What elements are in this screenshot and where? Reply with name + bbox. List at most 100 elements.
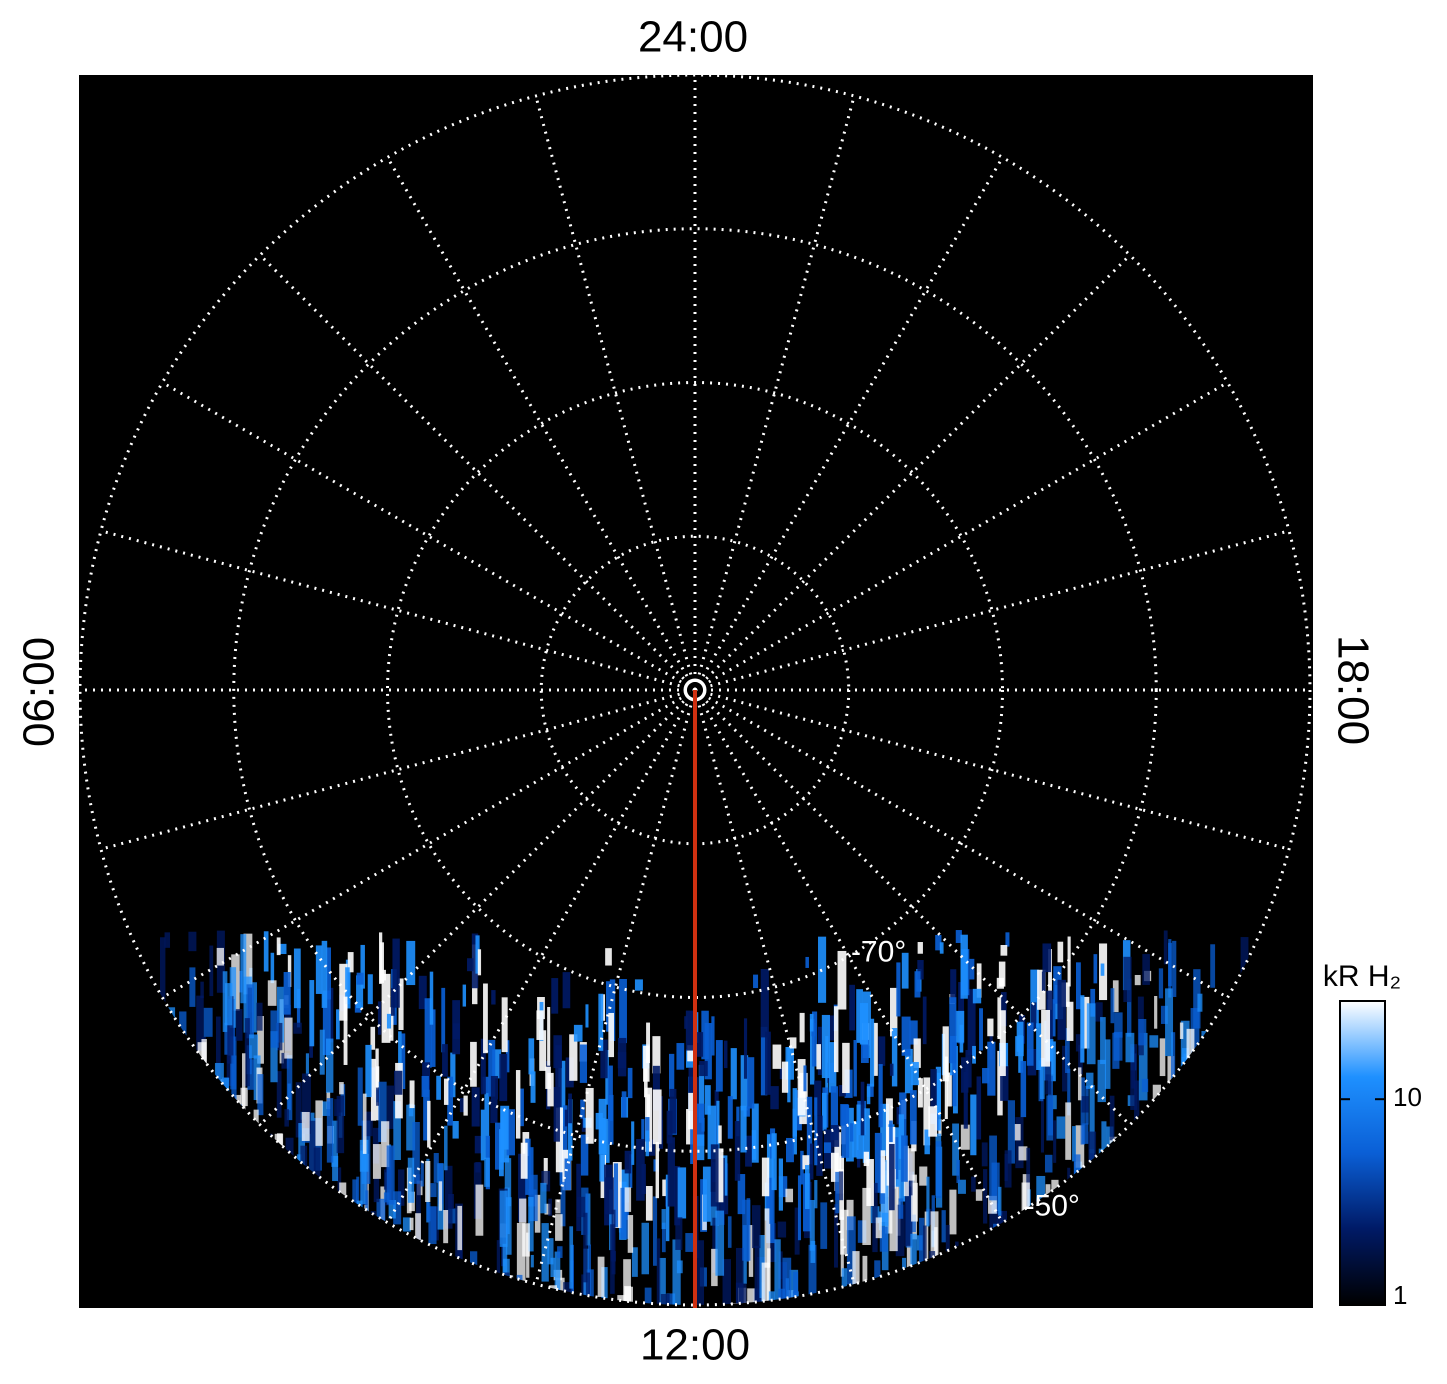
aurora-pixel <box>202 1309 207 1373</box>
aurora-pixel <box>914 971 921 998</box>
aurora-pixel <box>247 1059 255 1090</box>
aurora-pixel <box>956 1159 960 1184</box>
aurora-pixel <box>735 1247 744 1305</box>
aurora-pixel <box>329 987 334 1043</box>
aurora-pixel <box>243 933 253 995</box>
aurora-pixel <box>834 1204 838 1268</box>
aurora-pixel <box>1190 1008 1200 1058</box>
aurora-pixel <box>373 1178 380 1203</box>
latitude-circle <box>78 73 1312 1307</box>
aurora-pixel <box>828 1015 835 1041</box>
aurora-pixel <box>997 997 1002 1040</box>
aurora-pixel <box>483 983 488 1054</box>
meridian-line <box>693 688 1131 1126</box>
aurora-pixel <box>816 1115 823 1176</box>
aurora-pixel <box>821 1092 827 1131</box>
aurora-pixel <box>1080 995 1085 1063</box>
aurora-pixel <box>216 947 224 966</box>
aurora-pixel <box>774 1239 781 1302</box>
aurora-pixel <box>884 1170 893 1234</box>
aurora-pixel <box>598 1098 607 1155</box>
aurora-pixel <box>506 1109 515 1156</box>
aurora-pixel <box>372 1144 381 1179</box>
aurora-pixel <box>1138 1032 1148 1101</box>
aurora-pixel <box>492 1049 502 1079</box>
latitude-circle <box>386 381 1004 999</box>
aurora-pixel <box>568 1099 573 1161</box>
meridian-line <box>161 381 696 692</box>
aurora-pixel <box>631 1121 635 1165</box>
aurora-pixel <box>723 1040 728 1069</box>
meridian-line <box>259 254 697 692</box>
aurora-pixel <box>860 1081 865 1136</box>
aurora-pixel <box>412 1121 420 1184</box>
aurora-pixel <box>917 942 923 954</box>
aurora-pixel <box>656 1238 661 1305</box>
aurora-pixel <box>814 1180 818 1209</box>
meridian-line <box>161 688 696 999</box>
aurora-pixel <box>889 1063 894 1076</box>
aurora-pixel <box>792 1088 797 1155</box>
aurora-pixel <box>203 1007 213 1037</box>
aurora-pixel <box>244 1018 250 1087</box>
aurora-pixel <box>389 1007 394 1041</box>
aurora-pixel <box>381 973 391 1043</box>
aurora-pixel <box>909 1090 917 1145</box>
aurora-pixel <box>722 1259 731 1305</box>
aurora-pixel <box>245 1308 252 1345</box>
aurora-pixel <box>450 1052 456 1098</box>
aurora-pixel <box>227 996 234 1064</box>
aurora-pixel <box>362 1093 367 1154</box>
aurora-pixel <box>253 1308 260 1325</box>
meridian-line <box>259 688 697 1126</box>
aurora-pixel <box>727 1216 732 1248</box>
aurora-pixel <box>569 1034 578 1081</box>
aurora-pixel <box>898 1198 904 1219</box>
aurora-pixel <box>675 1217 683 1250</box>
aurora-pixel <box>941 1210 946 1243</box>
aurora-pixel <box>1004 1150 1012 1188</box>
meridian-line <box>386 156 697 691</box>
aurora-pixel <box>1021 1182 1030 1229</box>
aurora-pixel <box>573 1024 583 1042</box>
aurora-pixel <box>600 1039 608 1079</box>
aurora-pixel <box>470 1041 477 1087</box>
aurora-pixel <box>814 1097 818 1166</box>
aurora-pixel <box>550 1257 556 1277</box>
aurora-pixel <box>490 1099 498 1124</box>
aurora-pixel <box>1093 954 1098 984</box>
aurora-pixel <box>623 1259 631 1305</box>
aurora-pixel <box>356 1176 360 1205</box>
aurora-pixel <box>672 1239 681 1305</box>
aurora-pixel <box>949 1189 957 1235</box>
aurora-pixel <box>257 1016 264 1064</box>
aurora-pixel <box>794 1207 800 1255</box>
aurora-pixel <box>928 1106 938 1137</box>
aurora-pixel <box>617 1295 626 1305</box>
aurora-pixel <box>1065 1102 1072 1160</box>
aurora-pixel <box>463 1095 468 1116</box>
aurora-pixel <box>563 1105 568 1161</box>
aurora-pixel <box>397 1169 405 1206</box>
aurora-pixel <box>960 934 968 999</box>
aurora-pixel <box>913 1038 921 1068</box>
aurora-pixel <box>890 987 898 1037</box>
aurora-pixel <box>1170 1032 1176 1094</box>
aurora-pixel <box>909 1020 918 1045</box>
aurora-pixel <box>955 1010 965 1043</box>
aurora-pixel <box>756 1297 762 1305</box>
aurora-pixel <box>309 980 315 1047</box>
aurora-pixel <box>480 1038 486 1095</box>
aurora-pixel <box>761 1157 770 1197</box>
aurora-pixel <box>608 1012 615 1058</box>
aurora-pixel <box>645 1130 649 1157</box>
aurora-pixel <box>416 1174 421 1242</box>
aurora-pixel <box>393 1101 401 1161</box>
aurora-pixel <box>810 1240 816 1263</box>
aurora-pixel <box>1042 943 1052 973</box>
meridian-line <box>693 95 856 691</box>
aurora-pixel <box>580 1134 589 1176</box>
aurora-pixel <box>364 1111 373 1137</box>
meridian-line <box>694 688 1290 851</box>
